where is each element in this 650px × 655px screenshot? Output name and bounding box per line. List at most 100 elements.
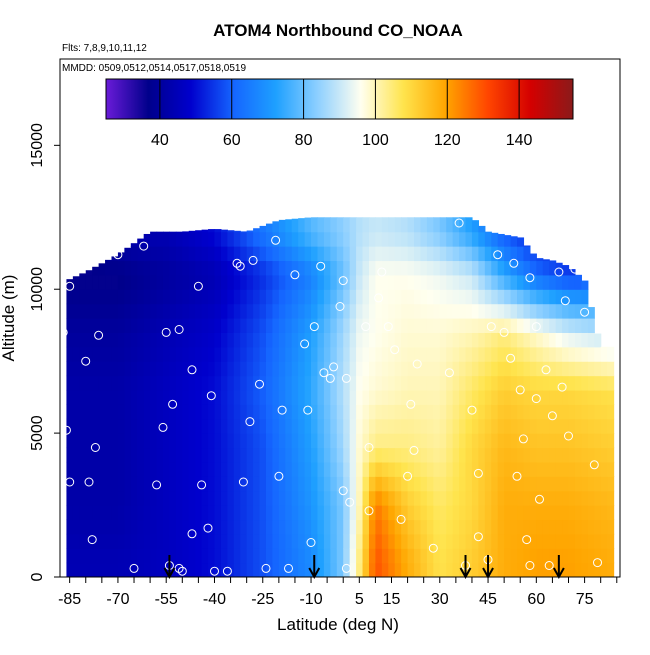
heatmap-cell [426,361,434,377]
heatmap-cell [137,476,145,492]
heatmap-cell [420,519,428,535]
heatmap-cell [529,548,537,564]
heatmap-cell [562,332,570,348]
heatmap-cell [600,346,608,362]
heatmap-cell [549,289,557,305]
heatmap-cell [150,476,158,492]
heatmap-cell [471,246,479,262]
heatmap-cell [195,332,203,348]
heatmap-cell [414,375,422,391]
heatmap-cell [420,289,428,305]
heatmap-cell [130,404,138,420]
heatmap-cell [529,346,537,362]
heatmap-cell [478,461,486,477]
heatmap-cell [137,433,145,449]
sample-point [284,563,293,573]
heatmap-cell [220,562,228,577]
heatmap-cell [92,418,100,434]
sample-point [306,538,316,547]
heatmap-cell [407,490,415,506]
heatmap-cell [536,404,544,420]
heatmap-cell [607,533,615,549]
heatmap-cell [568,404,576,420]
heatmap-cell [72,519,80,535]
heatmap-cell [85,505,93,521]
heatmap-cell [433,289,441,305]
heatmap-cell [375,231,383,247]
heatmap-cell [343,490,351,506]
heatmap-cell [349,346,357,362]
heatmap-cell [175,404,183,420]
heatmap-cell [272,274,280,290]
heatmap-cell [607,361,615,377]
heatmap-cell [356,533,364,549]
heatmap-cell [182,274,190,290]
heatmap-cell [304,433,312,449]
heatmap-cell [491,232,499,247]
heatmap-cell [465,231,473,247]
heatmap-cell [285,404,293,420]
heatmap-cell [162,231,171,247]
heatmap-cell [491,332,499,348]
heatmap-cell [233,548,241,564]
heatmap-cell [304,332,312,348]
heatmap-cell [517,318,525,333]
heatmap-cell [117,375,125,391]
heatmap-cell [169,505,177,521]
heatmap-cell [414,562,422,577]
heatmap-cell [137,505,145,521]
heatmap-cell [394,303,402,319]
heatmap-cell [323,519,331,535]
heatmap-cell [381,418,389,434]
heatmap-cell [478,318,486,333]
heatmap-cell [439,505,447,521]
heatmap-cell [497,274,505,290]
heatmap-cell [111,461,119,477]
heatmap-cell [343,318,351,333]
heatmap-cell [214,260,222,276]
heatmap-cell [240,476,248,492]
heatmap-cell [375,346,383,362]
heatmap-cell [66,476,74,492]
heatmap-cell [208,375,216,391]
heatmap-cell [555,289,563,305]
heatmap-cell [349,389,357,405]
heatmap-cell [285,260,293,276]
heatmap-cell [375,361,383,377]
heatmap-cell [298,519,306,535]
heatmap-cell [150,505,158,521]
heatmap-cell [452,490,460,506]
heatmap-cell [555,433,563,449]
heatmap-cell [220,246,228,262]
heatmap-cell [72,476,80,492]
heatmap-cell [85,303,93,319]
heatmap-cell [497,332,505,348]
colorbar-tick-label: 80 [295,132,313,149]
heatmap-cell [246,404,254,420]
heatmap-cell [478,231,486,247]
heatmap-cell [72,303,80,319]
heatmap-cell [317,418,325,434]
heatmap-cell [446,332,454,348]
heatmap-cell [562,418,570,434]
heatmap-cell [169,433,177,449]
heatmap-cell [446,231,454,247]
heatmap-cell [401,303,409,319]
heatmap-cell [72,447,80,463]
heatmap-cell [169,289,177,305]
heatmap-cell [143,404,151,420]
heatmap-cell [259,562,267,577]
heatmap-cell [317,361,325,377]
heatmap-cell [85,548,93,564]
heatmap-cell [298,332,306,348]
heatmap-cell [272,433,280,449]
heatmap-cell [394,404,402,420]
heatmap-cell [105,490,113,506]
heatmap-cell [452,231,460,247]
heatmap-cell [433,505,441,521]
heatmap-cell [542,533,550,549]
sample-point [81,356,91,366]
heatmap-cell [285,562,293,577]
heatmap-cell [79,303,87,319]
